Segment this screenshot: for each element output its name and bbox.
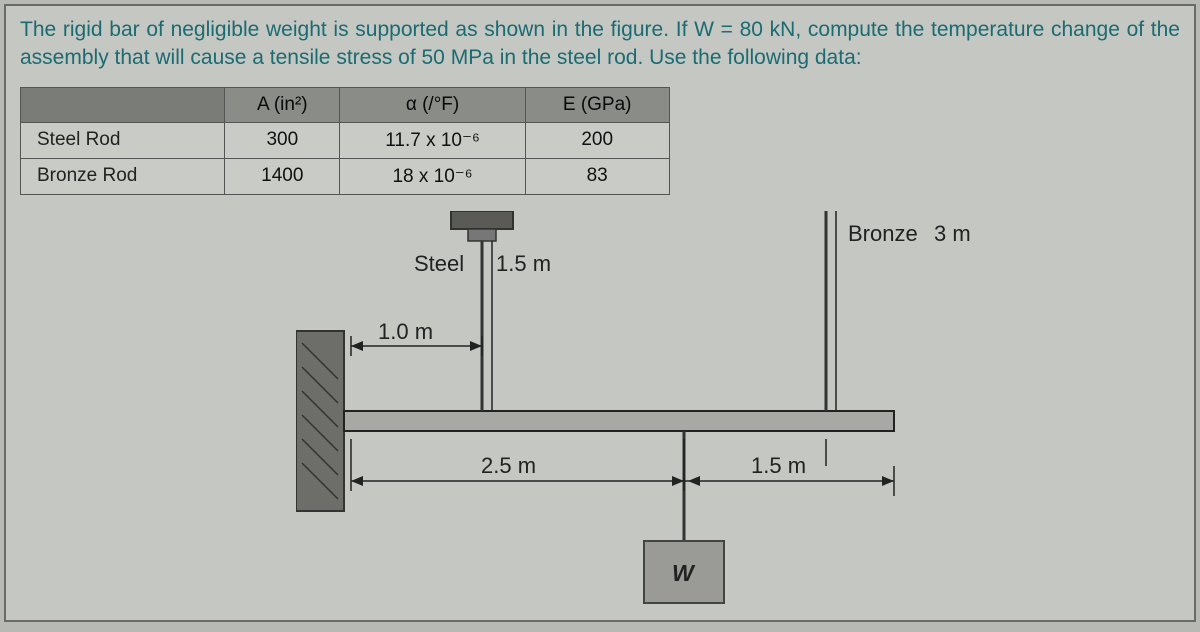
col-area: A (in²) [225, 87, 340, 122]
col-alpha: α (/°F) [340, 87, 525, 122]
cell-area: 300 [225, 122, 340, 158]
svg-text:1.0 m: 1.0 m [378, 319, 433, 344]
problem-statement: The rigid bar of negligible weight is su… [20, 16, 1180, 73]
bronze-length: 3 m [934, 221, 971, 246]
cell-area: 1400 [225, 158, 340, 194]
dim-2p5m: 2.5 m [351, 439, 684, 491]
cell-alpha: 18 x 10⁻⁶ [340, 158, 525, 194]
cell-alpha: 11.7 x 10⁻⁶ [340, 122, 525, 158]
dim-1m: 1.0 m [351, 319, 482, 356]
figure-diagram: Steel 1.5 m Bronze 3 m W 1.0 m [296, 211, 1096, 611]
svg-text:2.5 m: 2.5 m [481, 453, 536, 478]
material-data-table: A (in²) α (/°F) E (GPa) Steel Rod 300 11… [20, 87, 670, 195]
cell-E: 83 [525, 158, 669, 194]
svg-text:1.5 m: 1.5 m [751, 453, 806, 478]
steel-label: Steel [414, 251, 464, 276]
bronze-label: Bronze [848, 221, 918, 246]
cell-E: 200 [525, 122, 669, 158]
dim-1p5m: 1.5 m [684, 439, 894, 496]
load-W: W [672, 560, 696, 586]
col-E: E (GPa) [525, 87, 669, 122]
row-label: Bronze Rod [21, 158, 225, 194]
table-row: Bronze Rod 1400 18 x 10⁻⁶ 83 [21, 158, 670, 194]
col-blank [21, 87, 225, 122]
steel-length: 1.5 m [496, 251, 551, 276]
row-label: Steel Rod [21, 122, 225, 158]
table-row: Steel Rod 300 11.7 x 10⁻⁶ 200 [21, 122, 670, 158]
